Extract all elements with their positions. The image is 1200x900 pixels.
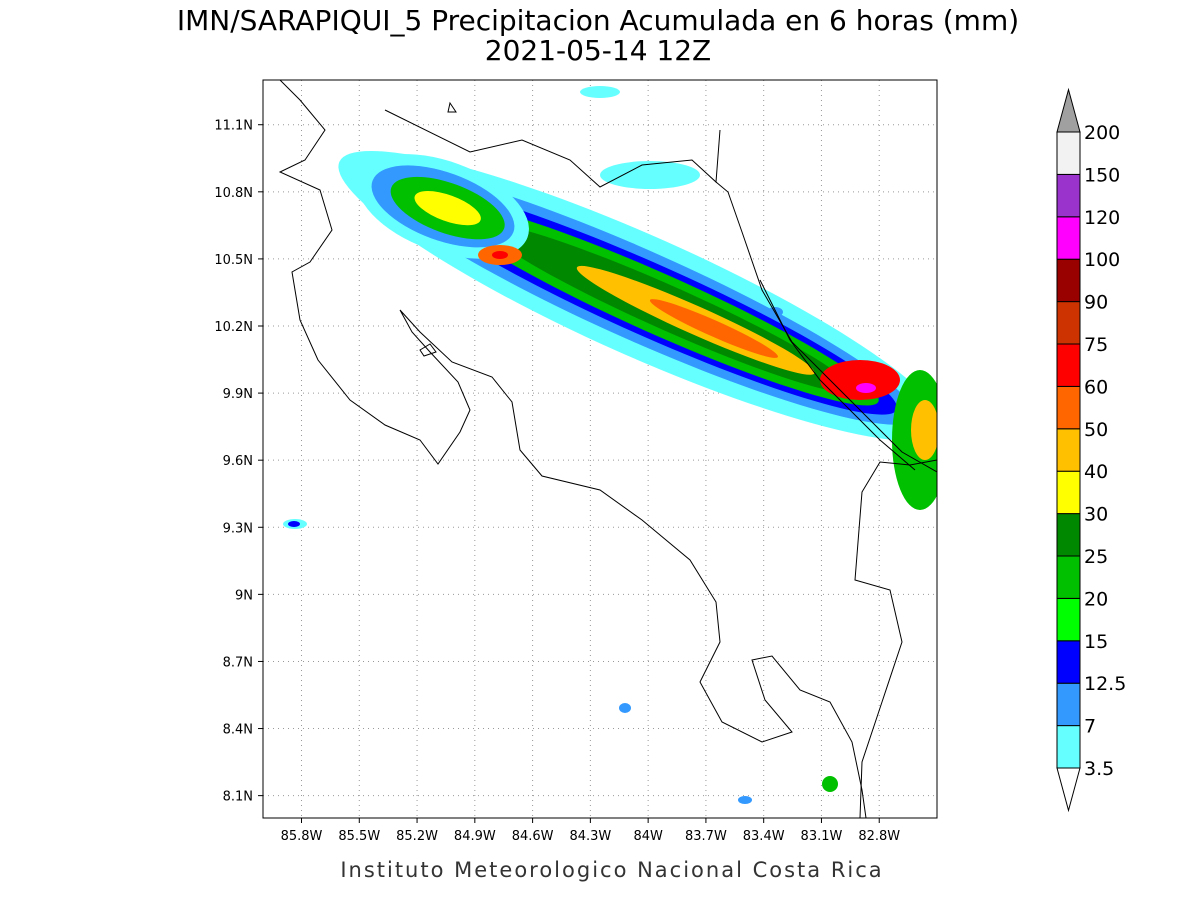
colorbar-band [1056,131,1081,175]
y-tick-label: 9.9N [223,387,253,402]
colorbar-band [1056,216,1081,260]
x-tick-label: 84.6W [512,829,554,844]
x-tick-label: 84.9W [454,829,496,844]
map-frame [262,79,938,819]
colorbar-band [1056,428,1081,472]
colorbar-label: 25 [1084,546,1108,568]
y-tick-label: 10.5N [214,253,253,268]
colorbar-label: 90 [1084,292,1108,314]
colorbar-band [1056,513,1081,557]
colorbar-label: 200 [1084,122,1120,144]
colorbar-band [1056,640,1081,684]
x-tick-label: 85.8W [281,829,323,844]
colorbar-label: 15 [1084,631,1108,653]
x-tick-label: 83.1W [801,829,843,844]
colorbar-label: 40 [1084,461,1108,483]
x-tick-label: 84.3W [569,829,611,844]
colorbar-label: 120 [1084,207,1120,229]
footer: Instituto Meteorologico Nacional Costa R… [340,858,883,882]
colorbar-label: 100 [1084,249,1120,271]
x-tick-label: 83.7W [685,829,727,844]
y-tick-label: 8.4N [223,723,253,738]
colorbar-label: 12.5 [1084,673,1126,695]
colorbar-label: 75 [1084,334,1108,356]
y-tick-label: 9.3N [223,521,253,536]
subtitle: 2021-05-14 12Z [485,34,711,67]
grid [263,80,937,818]
colorbar-band [1056,173,1081,218]
y-tick-label: 8.7N [223,655,253,670]
colorbar-band [1056,258,1081,303]
colorbar-label: 20 [1084,588,1108,610]
x-tick-label: 84W [633,829,663,844]
precipitation [283,86,937,804]
colorbar-triangle [1056,87,1081,133]
x-tick-label: 83.4W [743,829,785,844]
colorbar-band [1056,555,1081,599]
y-tick-label: 11.1N [214,119,253,134]
title: IMN/SARAPIQUI_5 Precipitacion Acumulada … [177,4,1019,37]
colorbar-band [1056,470,1081,515]
y-tick-label: 10.8N [214,186,253,201]
colorbar-band [1056,301,1081,345]
coastlines [278,80,937,818]
colorbar-label: 60 [1084,376,1108,398]
colorbar-label: 30 [1084,504,1108,526]
colorbar-band [1056,343,1081,387]
colorbar-band [1056,725,1081,769]
colorbar-band [1056,385,1081,430]
y-tick-label: 10.2N [214,320,253,335]
x-tick-label: 85.2W [396,829,438,844]
colorbar: 3.5 7 12.5 15 20 25 30 40 50 60 75 90 100 120 150 200 [1056,87,1126,813]
y-tick-label: 9.6N [223,454,253,469]
x-tick-label: 85.5W [338,829,380,844]
x-tick-label: 82.8W [858,829,900,844]
colorbar-triangle [1056,767,1081,813]
colorbar-label: 3.5 [1084,758,1114,780]
y-tick-label: 8.1N [223,790,253,805]
y-tick-label: 9N [235,588,253,603]
colorbar-label: 150 [1084,164,1120,186]
colorbar-band [1056,597,1081,642]
colorbar-label: 50 [1084,419,1108,441]
colorbar-band [1056,682,1081,727]
colorbar-label: 7 [1084,716,1096,738]
